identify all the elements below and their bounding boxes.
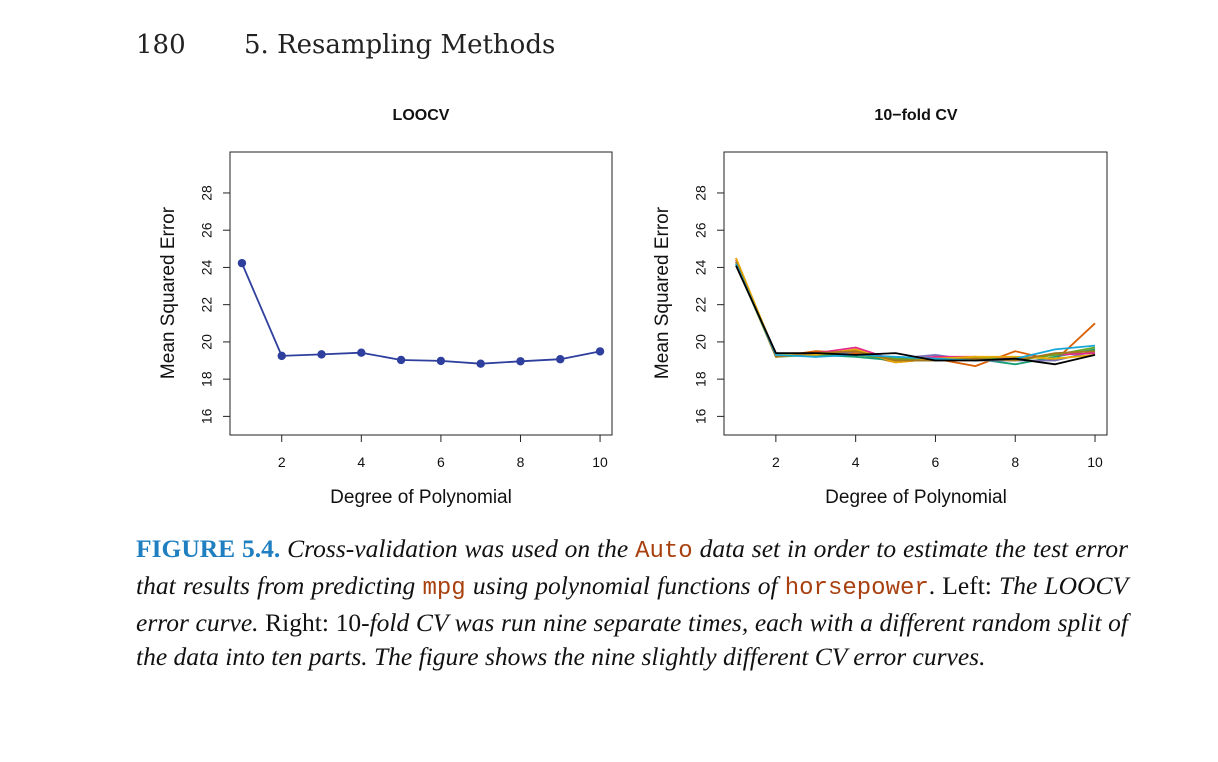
chart-title: LOOCV	[393, 107, 450, 124]
caption-text: Cross-validation was used on the	[287, 534, 629, 563]
data-point	[595, 347, 605, 356]
plot-frame	[723, 151, 1108, 436]
x-tick-label: 10	[592, 454, 608, 470]
x-tick-label: 6	[437, 454, 445, 470]
x-axis-label: Degree of Polynomial	[330, 487, 512, 508]
caption-text: fold CV was run nine separate times, eac…	[136, 608, 1128, 671]
x-tick-label: 8	[517, 454, 525, 470]
caption-text: Right:	[265, 608, 329, 637]
series-line	[735, 265, 1096, 366]
series-line	[735, 257, 1096, 364]
data-point	[396, 355, 406, 365]
y-tick-label: 24	[693, 259, 709, 275]
y-tick-label: 16	[693, 408, 709, 424]
series-group	[735, 257, 1096, 368]
code-auto: Auto	[635, 538, 693, 565]
x-tick-label: 8	[1011, 454, 1019, 470]
page-number: 180	[136, 30, 186, 60]
series-line	[735, 261, 1096, 366]
y-tick-label: 28	[199, 185, 215, 201]
chapter-title: 5. Resampling Methods	[244, 30, 556, 60]
caption-text: using polynomial functions of	[472, 571, 778, 600]
y-tick-label: 18	[693, 371, 709, 387]
code-horsepower: horsepower	[784, 575, 929, 602]
y-tick-label: 26	[693, 222, 709, 238]
x-tick-label: 4	[852, 454, 860, 470]
y-tick-label: 16	[199, 408, 215, 424]
caption-text: 10-	[335, 608, 370, 637]
x-tick-label: 2	[278, 454, 286, 470]
x-axis: 2 4 6 8 10	[278, 435, 608, 470]
y-axis: 16 18 20 22 24 26 28	[199, 185, 230, 424]
plot-frame	[229, 151, 613, 436]
data-point	[237, 258, 247, 268]
x-tick-label: 6	[932, 454, 940, 470]
figure-label: FIGURE 5.4.	[136, 534, 281, 563]
y-tick-label: 22	[693, 297, 709, 313]
data-point	[516, 357, 525, 366]
y-tick-label: 28	[693, 185, 709, 201]
y-tick-label: 26	[199, 222, 215, 238]
series-line	[735, 257, 1096, 368]
figure-caption: FIGURE 5.4. Cross-validation was used on…	[136, 532, 1128, 674]
data-point	[357, 348, 366, 357]
series-line	[735, 263, 1096, 362]
series-line	[735, 259, 1096, 362]
y-tick-label: 20	[199, 334, 215, 350]
code-mpg: mpg	[422, 575, 466, 602]
y-axis-label: Mean Squared Error	[652, 206, 673, 379]
data-point	[277, 351, 286, 361]
caption-text: . Left:	[928, 571, 992, 600]
data-point	[476, 359, 485, 368]
y-tick-label: 24	[199, 259, 215, 275]
y-tick-label: 18	[199, 371, 215, 387]
caption-text: data set in order to estimate the test e…	[136, 534, 1128, 600]
y-tick-label: 20	[693, 334, 709, 350]
x-tick-label: 2	[772, 454, 780, 470]
x-tick-label: 4	[357, 454, 365, 470]
y-tick-label: 22	[199, 297, 215, 313]
series-group	[237, 258, 605, 368]
x-tick-label: 10	[1087, 454, 1103, 470]
series-line	[735, 263, 1096, 362]
data-point	[436, 356, 446, 366]
x-axis-label: Degree of Polynomial	[825, 487, 1007, 508]
series-line	[735, 263, 1096, 362]
series-line	[735, 261, 1096, 362]
chart-title: 10−fold CV	[874, 107, 957, 124]
caption-text: The LOOCV error curve.	[136, 571, 1129, 637]
data-point	[556, 355, 565, 364]
y-axis-label: Mean Squared Error	[158, 206, 179, 379]
x-axis: 2 4 6 8 10	[772, 435, 1103, 470]
y-axis: 16 18 20 22 24 26 28	[693, 185, 724, 424]
data-point	[317, 350, 326, 359]
series-line	[241, 262, 601, 365]
